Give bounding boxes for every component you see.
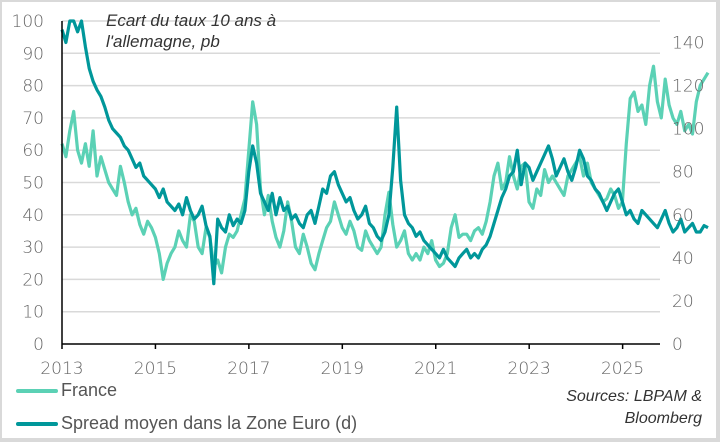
y-right-tick-label: 20 [672, 292, 694, 312]
axes [61, 21, 660, 349]
y-left-tick-label: 70 [22, 109, 44, 129]
y-left-tick-label: 0 [33, 335, 44, 355]
y-left-tick-label: 100 [12, 12, 44, 32]
legend-label-spread: Spread moyen dans la Zone Euro (d) [61, 413, 358, 433]
x-tick-label: 2017 [227, 359, 270, 379]
x-tick-label: 2025 [601, 359, 644, 379]
legend-item-spread: Spread moyen dans la Zone Euro (d) [16, 413, 357, 434]
annotation-line-1: Ecart du taux 10 ans à [106, 11, 277, 30]
y-right-tick-label: 60 [672, 206, 694, 226]
x-tick-label: 2023 [508, 359, 551, 379]
tick-labels: 0 10 20 30 40 50 60 70 80 90 100 0 20 40 60 80 100 120 140… [12, 12, 705, 379]
y-left-tick-label: 30 [22, 238, 44, 258]
y-left-tick-label: 90 [22, 44, 44, 64]
sources-line-2: Bloomberg [624, 410, 702, 427]
sources-line-1: Sources: LBPAM & [566, 388, 702, 405]
series-group [60, 19, 710, 286]
line-chart: 0 10 20 30 40 50 60 70 80 90 100 0 20 40 60 80 100 120 140… [12, 12, 710, 379]
x-tick-label: 2013 [40, 359, 83, 379]
y-left-tick-label: 20 [22, 270, 44, 290]
y-right-tick-label: 120 [672, 77, 704, 97]
x-tick-label: 2021 [414, 359, 457, 379]
y-right-tick-label: 80 [672, 163, 694, 183]
y-left-tick-label: 50 [22, 174, 44, 194]
x-tick-label: 2019 [321, 359, 364, 379]
legend-item-france: France [16, 380, 117, 401]
y-right-tick-label: 100 [672, 120, 704, 140]
chart-frame: 0 10 20 30 40 50 60 70 80 90 100 0 20 40 60 80 100 120 140… [2, 2, 716, 438]
gridlines [62, 20, 660, 313]
y-right-tick-label: 140 [672, 34, 704, 54]
y-right-tick-label: 40 [672, 249, 694, 269]
legend-swatch-france [16, 388, 58, 393]
y-right-tick-label: 0 [672, 335, 683, 355]
legend-label-france: France [61, 380, 118, 400]
x-tick-label: 2015 [134, 359, 177, 379]
series-line-spread [60, 19, 709, 286]
annotation-line-2: l'allemagne, pb [106, 32, 220, 51]
y-left-tick-label: 60 [22, 141, 44, 161]
sources-note: Sources: LBPAM & Bloomberg [566, 386, 702, 430]
y-left-tick-label: 80 [22, 77, 44, 97]
y-left-tick-label: 40 [22, 206, 44, 226]
legend-swatch-spread [16, 421, 58, 426]
chart-annotation: Ecart du taux 10 ans à l'allemagne, pb [106, 10, 276, 52]
y-left-tick-label: 10 [22, 303, 44, 323]
